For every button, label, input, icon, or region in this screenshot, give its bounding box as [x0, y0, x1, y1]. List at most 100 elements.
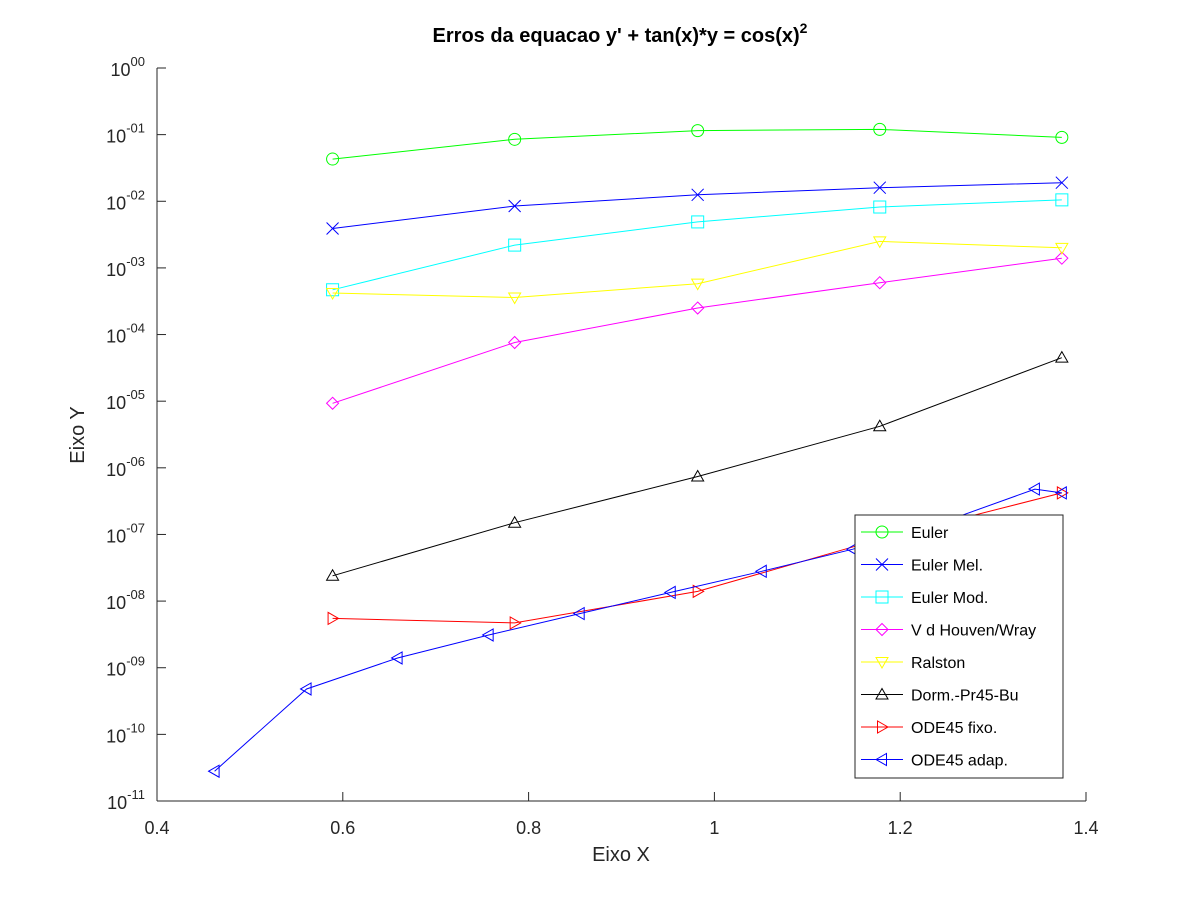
- y-tick-label: 10-06: [106, 454, 145, 480]
- chart-title-superscript: 2: [800, 20, 808, 36]
- legend-item: ODE45 fixo.: [861, 720, 997, 737]
- series-line: [332, 240, 1062, 299]
- x-tick-label: 1.2: [888, 818, 913, 838]
- data-point: [326, 222, 339, 235]
- x-axis-ticks: 0.4 0.6 0.8 1 1.2 1.4: [144, 792, 1099, 838]
- data-point: [1027, 482, 1040, 496]
- legend-marker: [875, 687, 889, 700]
- y-tick-label: 10-03: [106, 254, 145, 280]
- data-point: [1054, 486, 1067, 500]
- data-point: [327, 611, 340, 626]
- x-tick-label: 1.4: [1073, 818, 1098, 838]
- y-tick-label: 10-05: [106, 387, 145, 413]
- data-point: [691, 215, 705, 229]
- data-point: [508, 132, 522, 146]
- y-tick-label: 10-11: [107, 787, 145, 813]
- data-point: [872, 419, 887, 432]
- y-tick-label: 10-07: [106, 520, 145, 546]
- series-line: [332, 257, 1062, 404]
- x-tick-label: 0.6: [330, 818, 355, 838]
- legend-label: ODE45 adap.: [911, 753, 1008, 770]
- legend-item: Dorm.-Pr45-Bu: [861, 687, 1019, 705]
- data-point: [1056, 486, 1069, 500]
- axes: [156, 68, 1086, 802]
- series-line: [332, 199, 1062, 291]
- data-point: [299, 682, 312, 696]
- y-tick-label: 10-01: [106, 121, 145, 147]
- legend-marker: [875, 622, 889, 637]
- legend-item: ODE45 adap.: [861, 753, 1008, 770]
- data-point: [873, 181, 887, 195]
- data-point: [326, 152, 340, 166]
- plot-area: [207, 122, 1069, 779]
- legend-label: Euler Mod.: [911, 590, 988, 607]
- data-point: [1054, 350, 1069, 363]
- legend: Euler Euler Mel. Euler Mod. V d Houven/Wray…: [854, 514, 1064, 779]
- data-point: [481, 628, 494, 642]
- y-axis-label: Eixo Y: [67, 406, 89, 463]
- legend-marker: [875, 657, 889, 670]
- data-point: [509, 616, 522, 630]
- x-tick-label: 1: [709, 818, 719, 838]
- series-euler-mel: [326, 176, 1069, 235]
- y-tick-label: 10-09: [106, 654, 145, 680]
- data-point: [508, 199, 522, 213]
- series-ode45-adap: [207, 482, 1067, 779]
- data-point: [390, 651, 403, 665]
- x-tick-label: 0.8: [516, 818, 541, 838]
- data-point: [663, 585, 676, 600]
- legend-box: [854, 514, 1064, 779]
- legend-label: ODE45 fixo.: [911, 720, 997, 737]
- data-point: [690, 469, 705, 482]
- data-point: [508, 238, 522, 252]
- legend-marker: [875, 558, 889, 571]
- legend-item: Euler: [861, 525, 949, 542]
- data-point: [692, 584, 705, 599]
- y-tick-label: 10-02: [106, 187, 145, 213]
- legend-marker: [875, 525, 889, 539]
- series-ralston: [325, 236, 1069, 305]
- data-point: [873, 122, 887, 136]
- data-point: [326, 283, 340, 297]
- data-point: [325, 568, 340, 581]
- legend-label: Euler: [911, 525, 949, 542]
- series-euler-mod: [326, 193, 1069, 297]
- legend-label: V d Houven/Wray: [911, 623, 1036, 640]
- data-point: [1055, 251, 1069, 265]
- series-euler: [326, 122, 1069, 166]
- series-v-d-houven-wray: [325, 251, 1069, 410]
- data-point: [754, 564, 767, 579]
- data-point: [207, 764, 220, 779]
- series-line: [332, 128, 1062, 160]
- data-point: [1055, 193, 1069, 207]
- data-point: [507, 515, 522, 528]
- x-axis-label: Eixo X: [592, 844, 650, 866]
- data-point: [691, 124, 705, 138]
- legend-label: Euler Mel.: [911, 558, 983, 575]
- legend-item: Euler Mod.: [861, 590, 988, 607]
- y-tick-label: 10-04: [106, 321, 145, 347]
- legend-label: Ralston: [911, 655, 965, 672]
- x-tick-label: 0.4: [144, 818, 169, 838]
- legend-item: V d Houven/Wray: [861, 623, 1036, 640]
- data-point: [325, 396, 340, 410]
- legend-marker: [877, 720, 890, 734]
- legend-marker: [875, 590, 889, 604]
- data-point: [691, 188, 705, 202]
- y-tick-label: 1000: [111, 54, 146, 80]
- data-point: [572, 606, 585, 621]
- y-tick-label: 10-10: [106, 720, 145, 746]
- data-point: [1055, 176, 1069, 190]
- data-point: [873, 200, 887, 214]
- legend-marker: [874, 752, 887, 767]
- data-point: [872, 236, 887, 249]
- data-point: [690, 278, 705, 291]
- series-line: [214, 488, 1062, 772]
- legend-label: Dorm.-Pr45-Bu: [911, 688, 1019, 705]
- series-dorm-pr45-bu: [325, 350, 1069, 581]
- data-point: [873, 275, 887, 290]
- legend-item: Ralston: [861, 655, 965, 672]
- series-line: [332, 357, 1062, 577]
- chart-title: Erros da equacao y' + tan(x)*y = cos(x)2: [433, 20, 808, 47]
